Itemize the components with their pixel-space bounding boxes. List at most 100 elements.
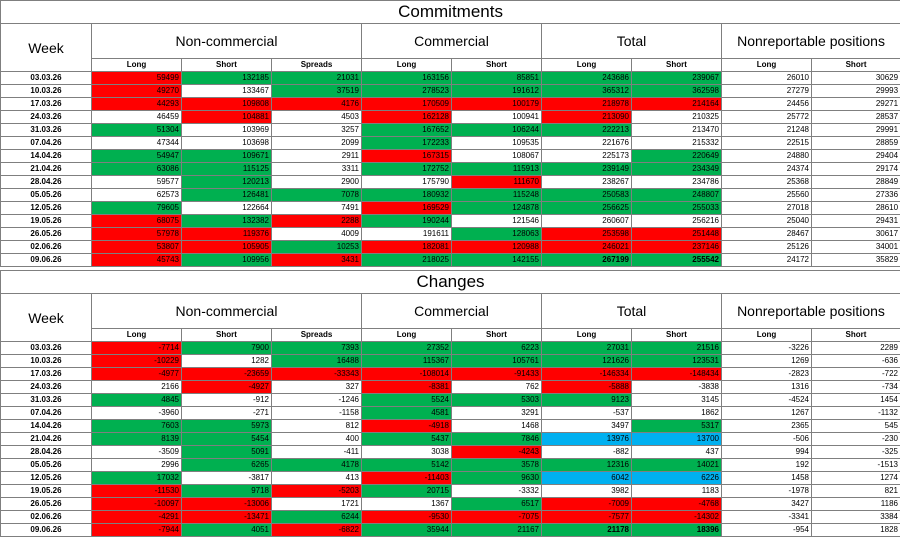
value-cell: 812 (271, 419, 362, 433)
value-cell: -6822 (271, 523, 362, 537)
value-cell: -230 (811, 432, 900, 446)
value-cell: 100941 (451, 110, 542, 124)
value-cell: 109808 (181, 97, 272, 111)
table-row: 03.03.26 -7714 7900 7393 27352 6223 27031 21516… (0, 341, 900, 355)
week-cell: 26.05.26 (0, 497, 92, 511)
week-cell: 19.05.26 (0, 484, 92, 498)
value-cell: 122664 (181, 201, 272, 215)
week-cell: 07.04.26 (0, 136, 92, 150)
value-cell: -1246 (271, 393, 362, 407)
changes-subheader-long: Long (721, 328, 812, 342)
value-cell: 278523 (361, 84, 452, 98)
value-cell: 6042 (541, 471, 632, 485)
value-cell: 24374 (721, 162, 812, 176)
week-cell: 10.03.26 (0, 84, 92, 98)
week-cell: 21.04.26 (0, 432, 92, 446)
value-cell: 126481 (181, 188, 272, 202)
value-cell: 30617 (810, 227, 900, 241)
value-cell: -4918 (361, 419, 452, 433)
value-cell: 49270 (91, 84, 182, 98)
value-cell: -4768 (631, 497, 722, 511)
value-cell: 260607 (541, 214, 632, 228)
value-cell: -2823 (721, 367, 812, 381)
week-cell: 24.03.26 (0, 380, 92, 394)
value-cell: -3332 (451, 484, 542, 498)
value-cell: 167652 (361, 123, 452, 137)
value-cell: 248807 (631, 188, 722, 202)
value-cell: 3982 (541, 484, 632, 498)
value-cell: -7944 (91, 523, 182, 537)
value-cell: -1513 (811, 458, 900, 472)
table-row: 31.03.26 4845 -912 -1246 5524 5303 9123 3145 -45… (0, 393, 900, 407)
value-cell: 2911 (271, 149, 362, 163)
value-cell: 28859 (810, 136, 900, 150)
value-cell: -325 (811, 445, 900, 459)
value-cell: 132185 (181, 71, 272, 85)
value-cell: -148434 (631, 367, 722, 381)
value-cell: 255542 (631, 253, 722, 267)
value-cell: 191612 (451, 84, 542, 98)
value-cell: 13700 (631, 432, 722, 446)
value-cell: 44293 (91, 97, 182, 111)
value-cell: 6244 (271, 510, 362, 524)
value-cell: 4503 (271, 110, 362, 124)
table-row: 10.03.26 49270 133467 37519 278523 191612 3653… (0, 84, 900, 98)
value-cell: 47344 (91, 136, 182, 150)
value-cell: -3226 (721, 341, 812, 355)
value-cell: -4977 (91, 367, 182, 381)
value-cell: 175790 (361, 175, 452, 189)
value-cell: 6226 (631, 471, 722, 485)
value-cell: 79605 (91, 201, 182, 215)
value-cell: 218978 (541, 97, 632, 111)
value-cell: -506 (721, 432, 812, 446)
week-cell: 05.05.26 (0, 458, 92, 472)
commitments-group-nonreportable: Nonreportable positions (720, 23, 900, 59)
value-cell: 128063 (451, 227, 542, 241)
changes-group-nonreportable: Nonreportable positions (721, 293, 900, 329)
value-cell: 28610 (810, 201, 900, 215)
value-cell: -7009 (541, 497, 632, 511)
value-cell: 365312 (541, 84, 632, 98)
value-cell: 9630 (451, 471, 542, 485)
value-cell: 545 (811, 419, 900, 433)
commitments-table: Commitments Week Non-commercial Commercial T… (0, 0, 900, 267)
value-cell: 3427 (721, 497, 812, 511)
value-cell: 225173 (541, 149, 632, 163)
value-cell: 437 (631, 445, 722, 459)
value-cell: 8139 (91, 432, 182, 446)
value-cell: -5888 (541, 380, 632, 394)
table-row: 07.04.26 -3960 -271 -1158 4581 3291 -537 1862 12… (0, 406, 900, 420)
value-cell: 115248 (451, 188, 542, 202)
value-cell: 21248 (721, 123, 812, 137)
table-row: 12.05.26 79605 122664 7491 169529 124878 25662… (0, 201, 900, 215)
value-cell: 115125 (181, 162, 272, 176)
value-cell: 256625 (541, 201, 632, 215)
value-cell: -722 (811, 367, 900, 381)
value-cell: 54947 (91, 149, 182, 163)
value-cell: -882 (541, 445, 632, 459)
value-cell: -1978 (721, 484, 812, 498)
value-cell: 5303 (451, 393, 542, 407)
value-cell: 28537 (810, 110, 900, 124)
value-cell: 28467 (721, 227, 812, 241)
value-cell: 12316 (541, 458, 632, 472)
value-cell: 6517 (451, 497, 542, 511)
week-cell: 17.03.26 (0, 367, 92, 381)
value-cell: 24172 (721, 253, 812, 267)
table-row: 10.03.26 -10229 1282 16488 115367 105761 12162… (0, 354, 900, 368)
value-cell: 1862 (631, 406, 722, 420)
value-cell: 180932 (361, 188, 452, 202)
week-cell: 03.03.26 (0, 71, 92, 85)
value-cell: -10097 (91, 497, 182, 511)
table-row: 24.03.26 46459 104881 4503 162128 100941 21309… (0, 110, 900, 124)
value-cell: 192 (721, 458, 812, 472)
changes-title-row: Changes (0, 270, 900, 294)
value-cell: -33343 (271, 367, 362, 381)
value-cell: -411 (271, 445, 362, 459)
value-cell: 1282 (181, 354, 272, 368)
value-cell: 106244 (451, 123, 542, 137)
value-cell: 22515 (721, 136, 812, 150)
table-row: 09.06.26 45743 109956 3431 218025 142155 26719… (0, 253, 900, 267)
value-cell: -11403 (361, 471, 452, 485)
value-cell: 237146 (631, 240, 722, 254)
